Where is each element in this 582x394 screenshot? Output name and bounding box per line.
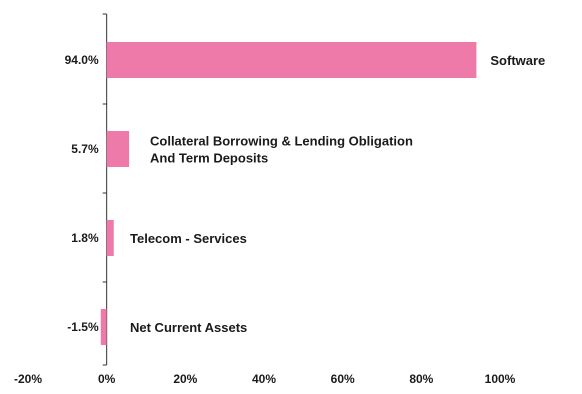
category-label: Software: [490, 53, 545, 68]
chart-labels: 94.0% Software 5.7% Collateral Borrowing & …: [65, 53, 546, 335]
x-tick-label: 0%: [98, 372, 116, 386]
category-label-line: Software: [490, 53, 545, 68]
category-label: Telecom - Services: [130, 231, 247, 246]
category-label: Collateral Borrowing & Lending Obligatio…: [150, 134, 413, 166]
x-tick-label: -20%: [14, 372, 42, 386]
chart-axes: -20% 0% 20% 40% 60% 80% 100%: [14, 13, 516, 386]
chart-bars: [100, 42, 477, 345]
category-label-line: Net Current Assets: [130, 320, 247, 335]
bar: [106, 42, 477, 78]
x-tick-label: 100%: [485, 372, 516, 386]
bar: [106, 220, 114, 256]
x-tick-label: 60%: [331, 372, 355, 386]
value-label: 94.0%: [65, 53, 99, 67]
bar: [100, 309, 107, 345]
category-label-line: And Term Deposits: [150, 151, 268, 166]
value-label: -1.5%: [67, 320, 99, 334]
x-tick-label: 80%: [409, 372, 433, 386]
category-label-line: Collateral Borrowing & Lending Obligatio…: [150, 134, 413, 149]
x-tick-label: 20%: [173, 372, 197, 386]
value-label: 5.7%: [71, 142, 99, 156]
x-tick-label: 40%: [252, 372, 276, 386]
category-label: Net Current Assets: [130, 320, 247, 335]
category-label-line: Telecom - Services: [130, 231, 247, 246]
bar: [106, 131, 130, 167]
value-label: 1.8%: [71, 231, 99, 245]
